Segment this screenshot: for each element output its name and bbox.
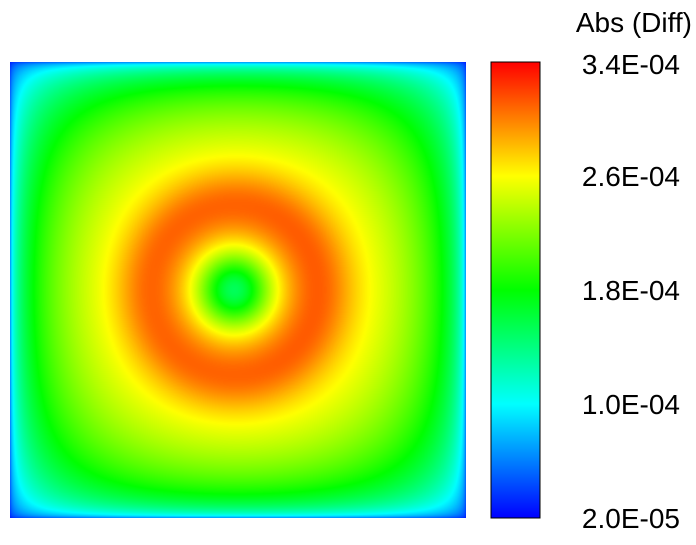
heatmap-canvas (10, 62, 466, 518)
heatmap-plot-area (10, 62, 466, 518)
colorbar-tick-labels: 3.4E-04 2.6E-04 1.8E-04 1.0E-04 2.0E-05 (582, 49, 680, 534)
colorbar-tick-label: 1.8E-04 (582, 275, 680, 306)
colorbar-tick-label: 2.6E-04 (582, 161, 680, 192)
colorbar-title: Abs (Diff) (576, 7, 692, 38)
colorbar-tick-label: 2.0E-05 (582, 503, 680, 534)
colorbar-gradient (490, 61, 541, 519)
colorbar-tick-label: 3.4E-04 (582, 49, 680, 80)
colorbar: Abs (Diff) 3.4E-04 2.6E-04 1.8E-04 1.0E-04 2… (490, 7, 692, 534)
colorbar-tick-label: 1.0E-04 (582, 389, 680, 420)
